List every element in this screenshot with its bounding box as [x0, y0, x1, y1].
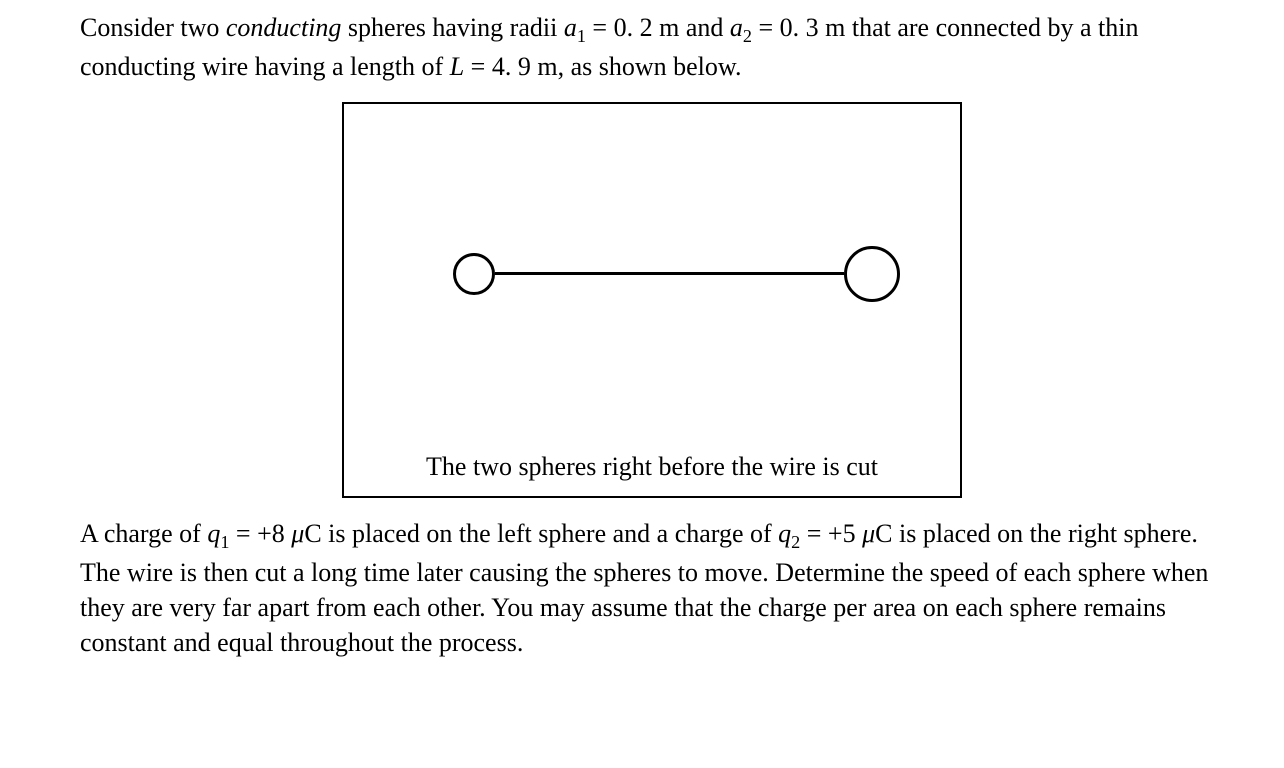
- text: and: [679, 13, 730, 42]
- text-conducting: conducting: [226, 13, 342, 42]
- text: A charge of: [80, 519, 207, 548]
- sphere-left: [453, 253, 495, 295]
- var-q1: q: [207, 519, 220, 548]
- eq: =: [229, 519, 257, 548]
- val-a2: 0. 3 m: [780, 13, 846, 42]
- mu: μ: [862, 519, 875, 548]
- figure-caption: The two spheres right before the wire is…: [344, 442, 960, 496]
- problem-paragraph-1: Consider two conducting spheres having r…: [80, 10, 1224, 84]
- problem-paragraph-2: A charge of q1 = +8 μC is placed on the …: [80, 516, 1224, 660]
- var-q2: q: [778, 519, 791, 548]
- sub-a2: 2: [743, 26, 752, 46]
- text: is placed on the left sphere and a charg…: [322, 519, 779, 548]
- eq: =: [800, 519, 828, 548]
- sphere-right: [844, 246, 900, 302]
- val-q1: +8: [257, 519, 291, 548]
- sub-a1: 1: [577, 26, 586, 46]
- var-a2: a: [730, 13, 743, 42]
- text: , as shown below.: [558, 52, 742, 81]
- val-L: 4. 9 m: [492, 52, 558, 81]
- unit-c: C: [304, 519, 321, 548]
- eq: =: [586, 13, 614, 42]
- figure-frame: The two spheres right before the wire is…: [342, 102, 962, 498]
- mu: μ: [291, 519, 304, 548]
- text: Consider two: [80, 13, 226, 42]
- val-q2: +5: [828, 519, 862, 548]
- text: spheres having radii: [341, 13, 563, 42]
- eq: =: [752, 13, 780, 42]
- val-a1: 0. 2 m: [614, 13, 680, 42]
- var-L: L: [450, 52, 464, 81]
- var-a1: a: [564, 13, 577, 42]
- diagram-area: [344, 104, 960, 442]
- sub-q2: 2: [791, 532, 800, 552]
- eq: =: [464, 52, 492, 81]
- unit-c: C: [875, 519, 892, 548]
- wire: [495, 272, 844, 275]
